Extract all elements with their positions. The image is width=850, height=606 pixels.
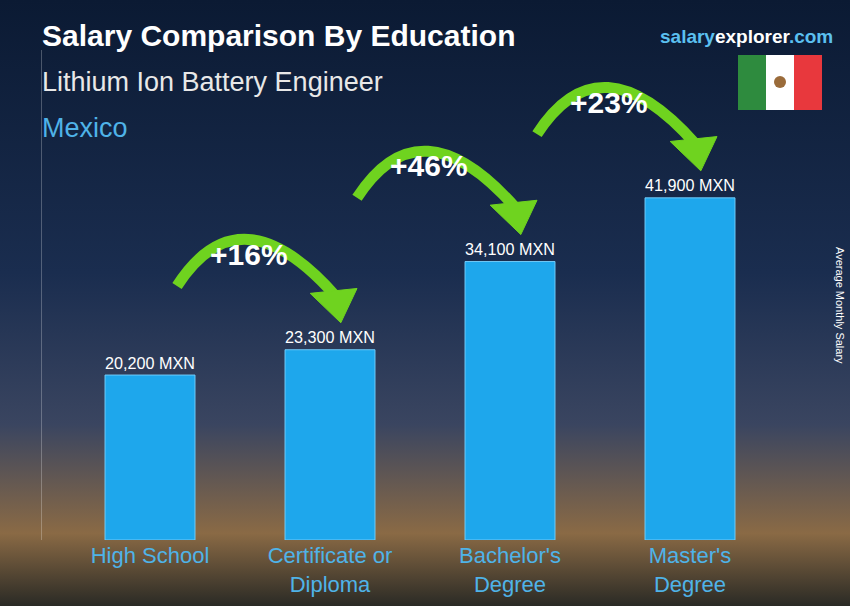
- svg-text:34,100 MXN: 34,100 MXN: [465, 240, 555, 258]
- svg-text:41,900 MXN: 41,900 MXN: [645, 176, 735, 194]
- svg-text:salaryexplorer.com: salaryexplorer.com: [660, 26, 833, 47]
- svg-text:Lithium Ion Battery Engineer: Lithium Ion Battery Engineer: [42, 67, 383, 97]
- svg-text:23,300 MXN: 23,300 MXN: [285, 328, 375, 346]
- svg-text:Salary Comparison By Education: Salary Comparison By Education: [42, 19, 515, 52]
- svg-text:Master'sDegree: Master'sDegree: [649, 543, 731, 597]
- svg-text:+16%: +16%: [210, 238, 288, 271]
- svg-text:Average Monthly Salary: Average Monthly Salary: [834, 247, 846, 364]
- svg-text:+23%: +23%: [570, 86, 648, 119]
- svg-text:Mexico: Mexico: [42, 113, 128, 143]
- svg-text:Bachelor'sDegree: Bachelor'sDegree: [459, 543, 561, 597]
- svg-text:Certificate orDiploma: Certificate orDiploma: [268, 543, 393, 597]
- svg-text:+46%: +46%: [390, 149, 468, 182]
- svg-text:High School: High School: [91, 543, 210, 568]
- svg-text:20,200 MXN: 20,200 MXN: [105, 354, 195, 372]
